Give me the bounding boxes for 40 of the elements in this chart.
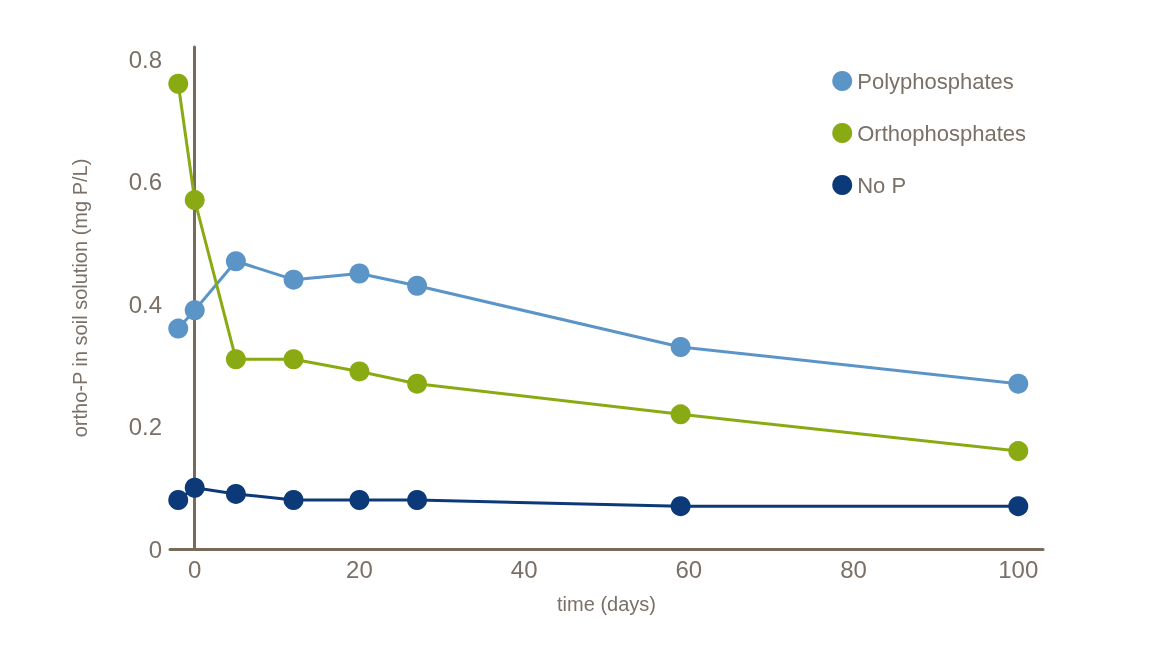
x-tick-label: 0 [188,555,202,583]
x-tick-label: 40 [510,555,538,583]
y-tick-label: 0.4 [128,290,162,318]
point [225,349,246,370]
y-tick-label: 0 [148,535,162,563]
x-tick-label: 60 [675,555,703,583]
point [283,349,304,370]
point [225,483,246,504]
point [184,190,205,211]
point [349,490,370,511]
point [349,263,370,284]
legend-label: Orthophosphates [857,120,1026,146]
y-tick-label: 0.2 [128,413,162,441]
point [168,73,189,94]
x-axis-title: time (days) [557,593,656,615]
y-tick-label: 0.6 [128,168,162,196]
x-tick-label: 20 [346,555,373,583]
point [670,404,691,425]
point [1008,373,1029,394]
point [670,336,691,357]
point [168,490,189,511]
point [349,361,370,382]
point [184,300,205,321]
legend-label: Polyphosphates [857,68,1014,94]
x-tick-label: 80 [840,555,867,583]
point [407,490,428,511]
point [670,496,691,517]
point [168,318,189,339]
y-axis-title: ortho-P in soil solution (mg P/L) [69,158,91,438]
point [184,477,205,498]
point [225,251,246,272]
point [1008,496,1029,517]
point [283,490,304,511]
x-tick-label: 100 [998,555,1039,583]
point [407,275,428,296]
point [283,269,304,290]
y-tick-label: 0.8 [128,45,162,73]
legend-label: No P [857,172,907,198]
point [1008,441,1029,462]
point [407,373,428,394]
